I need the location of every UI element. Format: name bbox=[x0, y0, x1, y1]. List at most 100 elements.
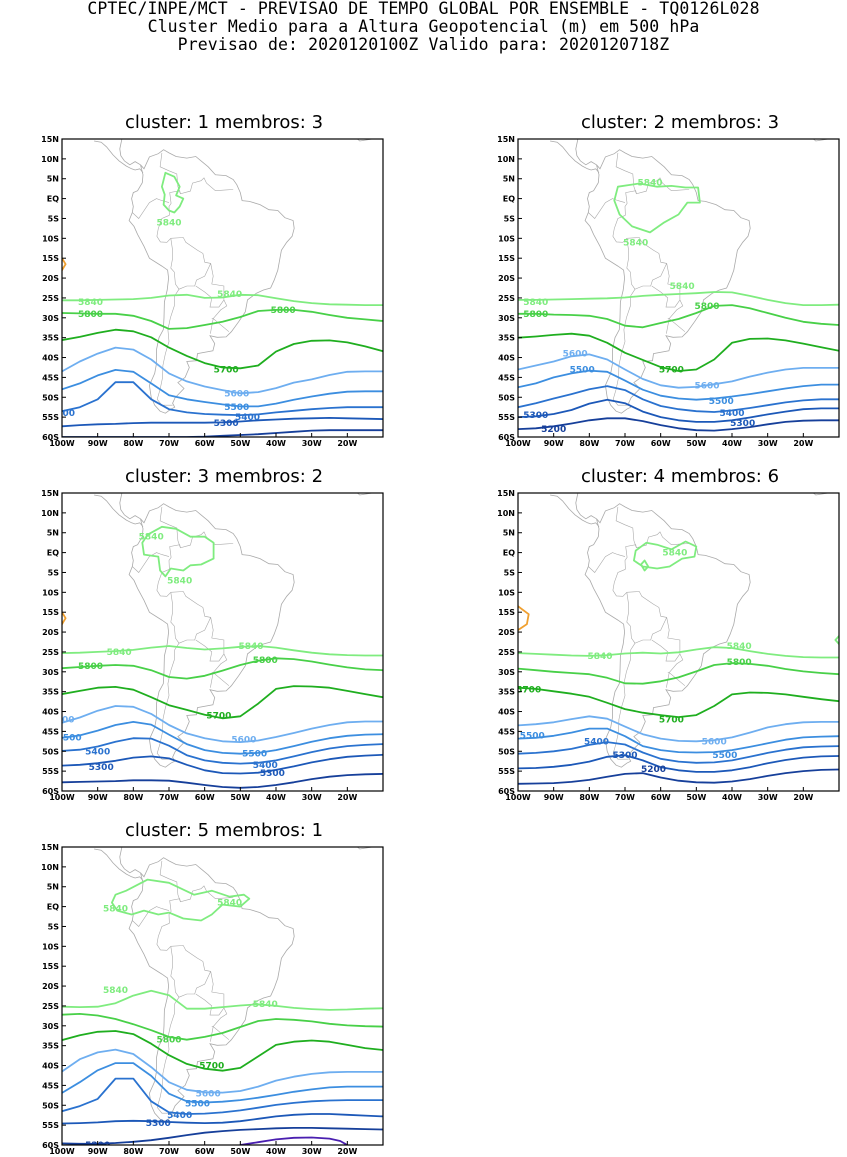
lon-label: 80W bbox=[123, 439, 143, 448]
contour-label: 5840 bbox=[623, 238, 648, 248]
panel-4-plot-area: 5840 5840 5840 5800 5700 5700 5500 5400 5600 5300… bbox=[518, 493, 839, 785]
lat-label: 5N bbox=[47, 175, 59, 184]
lon-label: 80W bbox=[579, 793, 599, 802]
lat-label: 10N bbox=[41, 863, 59, 872]
lon-label: 100W bbox=[505, 439, 531, 448]
lat-label: 10S bbox=[42, 942, 59, 951]
lat-label: 35S bbox=[42, 334, 59, 343]
contour-label: 5300 bbox=[214, 419, 239, 429]
contour-label: 5800 bbox=[78, 662, 103, 672]
lat-label: 35S bbox=[42, 688, 59, 697]
lon-label: 30W bbox=[758, 793, 778, 802]
coastline-fragment bbox=[357, 139, 383, 142]
lon-label: 70W bbox=[159, 439, 179, 448]
country-border bbox=[156, 289, 180, 406]
country-border bbox=[195, 993, 225, 1016]
lat-label: 15S bbox=[42, 254, 59, 263]
contour-label: 5500 bbox=[709, 397, 734, 407]
contour-label: 5840 bbox=[103, 986, 128, 996]
country-border bbox=[195, 285, 225, 308]
coastline-fragment bbox=[357, 847, 383, 850]
country-border bbox=[170, 238, 211, 290]
lat-label: EQ bbox=[47, 195, 59, 204]
contour-label: 5840 bbox=[670, 282, 695, 292]
lat-label: 10S bbox=[498, 234, 515, 243]
lat-label: EQ bbox=[47, 549, 59, 558]
contour-5400 bbox=[518, 385, 839, 413]
contour-label: 5300 bbox=[730, 419, 755, 429]
lon-label: 20W bbox=[793, 793, 813, 802]
contour-label: 5840 bbox=[103, 905, 128, 915]
country-border bbox=[170, 945, 230, 1040]
panel-5-title: cluster: 5 membros: 1 bbox=[124, 820, 324, 841]
contour-label: 5700 bbox=[214, 366, 239, 376]
country-border bbox=[666, 672, 670, 688]
coastline-fragment bbox=[550, 494, 600, 528]
contour-label: 5600 bbox=[563, 350, 588, 360]
contour-label: 5500 bbox=[57, 733, 82, 743]
contour-label: 5500 bbox=[242, 749, 267, 759]
contour-5800 bbox=[62, 657, 383, 680]
contour-5840 bbox=[62, 293, 383, 307]
lon-label: 40W bbox=[266, 439, 286, 448]
lat-label: 5S bbox=[48, 923, 60, 932]
contour-5300 bbox=[62, 753, 383, 775]
lon-label: 60W bbox=[195, 793, 215, 802]
contour-label: 5800 bbox=[727, 658, 752, 668]
lat-label: 30S bbox=[42, 668, 59, 677]
coastline-south-america bbox=[128, 503, 295, 768]
contour-5400 bbox=[62, 381, 383, 417]
lat-label: 15N bbox=[41, 489, 59, 498]
lat-label: EQ bbox=[503, 195, 515, 204]
contour-label: 5840 bbox=[523, 298, 548, 308]
coastline-fragment bbox=[94, 494, 144, 528]
contour-label: 5700 bbox=[199, 1062, 224, 1072]
lon-label: 70W bbox=[615, 793, 635, 802]
panel-3-title: cluster: 3 membros: 2 bbox=[124, 466, 324, 487]
lat-label: 40S bbox=[498, 708, 515, 717]
country-border bbox=[615, 506, 637, 548]
country-border bbox=[624, 531, 690, 570]
contour-label: 5700 bbox=[659, 716, 684, 726]
lat-label: 35S bbox=[498, 334, 515, 343]
lat-label: 15S bbox=[498, 254, 515, 263]
lon-label: 80W bbox=[579, 439, 599, 448]
contour-label: 5840 bbox=[238, 642, 263, 652]
coastline-fragment bbox=[574, 139, 597, 166]
coastline-south-america bbox=[584, 503, 751, 768]
lon-label: 100W bbox=[49, 1147, 75, 1156]
contour-5200 bbox=[62, 429, 383, 437]
lat-label: 45S bbox=[498, 727, 515, 736]
country-border bbox=[626, 237, 686, 332]
country-border bbox=[170, 237, 230, 332]
contour-label: 5840 bbox=[637, 179, 662, 189]
country-border bbox=[170, 592, 211, 644]
lat-label: 60S bbox=[42, 433, 59, 442]
contour-5840 bbox=[834, 635, 839, 645]
panel-frame bbox=[61, 492, 384, 792]
contour-label: 5600 bbox=[49, 716, 74, 726]
lat-label: 45S bbox=[42, 727, 59, 736]
lat-label: 50S bbox=[498, 747, 515, 756]
lat-label: 40S bbox=[498, 354, 515, 363]
contour-label: 5840 bbox=[587, 652, 612, 662]
lat-label: 40S bbox=[42, 354, 59, 363]
contour-5700 bbox=[62, 685, 383, 720]
contour-label: 5300 bbox=[146, 1119, 171, 1129]
lat-label: 10N bbox=[497, 509, 515, 518]
coastline-fragment bbox=[94, 140, 144, 174]
contour-label: 5800 bbox=[78, 310, 103, 320]
lat-label: 60S bbox=[498, 787, 515, 796]
lat-label: 10S bbox=[42, 588, 59, 597]
lon-label: 30W bbox=[758, 439, 778, 448]
contour-label: 5840 bbox=[167, 576, 192, 586]
country-border bbox=[195, 639, 225, 662]
lon-label: 40W bbox=[266, 793, 286, 802]
contour-5800 bbox=[62, 1013, 383, 1041]
contour-label: 5600 bbox=[702, 737, 727, 747]
contour-label: 5600 bbox=[196, 1089, 221, 1099]
contour-5500 bbox=[62, 368, 383, 408]
